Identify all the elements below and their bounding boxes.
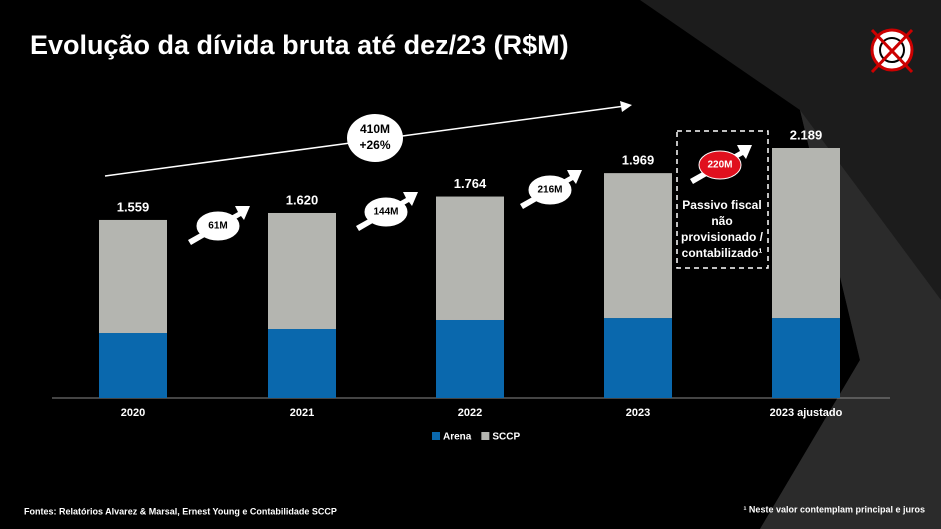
logo — [870, 28, 914, 74]
bar-segment — [436, 196, 504, 320]
arrow-head — [620, 101, 632, 112]
footnote: ¹ Neste valor contemplam principal e jur… — [743, 504, 925, 514]
bubble — [528, 175, 572, 205]
x-tick-label: 2020 — [121, 407, 145, 419]
legend-label: Arena — [443, 432, 472, 443]
source: Fontes: Relatórios Alvarez & Marsal, Ern… — [24, 506, 337, 516]
bar-segment — [436, 319, 504, 398]
bubble — [196, 211, 240, 241]
bubble — [347, 114, 403, 162]
x-tick-label: 2023 ajustado — [770, 407, 843, 419]
bar-segment — [772, 318, 840, 398]
note-box — [676, 130, 769, 269]
bubble — [698, 150, 742, 180]
bar-segment — [772, 148, 840, 319]
x-tick-label: 2022 — [458, 407, 482, 419]
background-shape — [760, 110, 941, 529]
note-text: Passivo fiscal — [682, 198, 761, 212]
total-label: 1.559 — [117, 199, 150, 214]
x-tick-label: 2021 — [290, 407, 314, 419]
total-label: 2.189 — [790, 127, 823, 142]
chart-title: Evolução da dívida bruta até dez/23 (R$M… — [30, 30, 569, 60]
legend-swatch — [481, 432, 490, 440]
bubble-label: 61M — [208, 221, 227, 232]
bubble — [364, 197, 408, 227]
legend-label: SCCP — [492, 432, 520, 443]
bubble-label: 220M — [707, 160, 732, 171]
bar-segment — [268, 329, 336, 398]
note-text: provisionado / — [681, 230, 764, 244]
growth-label: +26% — [359, 138, 390, 152]
total-label: 1.764 — [454, 176, 487, 191]
bar-segment — [604, 173, 672, 319]
bar-segment — [99, 333, 167, 398]
bubble-label: 144M — [373, 207, 398, 218]
bar-segment — [604, 318, 672, 398]
bubble-label: 216M — [537, 185, 562, 196]
x-tick-label: 2023 — [626, 407, 650, 419]
bar-segment — [268, 212, 336, 330]
total-label: 1.620 — [286, 192, 319, 207]
bar-segment — [99, 219, 167, 334]
total-label: 1.969 — [622, 153, 655, 168]
note-text: não — [711, 214, 732, 228]
growth-label: 410M — [360, 122, 390, 136]
legend-swatch — [432, 432, 440, 440]
note-text: contabilizado¹ — [682, 246, 763, 260]
